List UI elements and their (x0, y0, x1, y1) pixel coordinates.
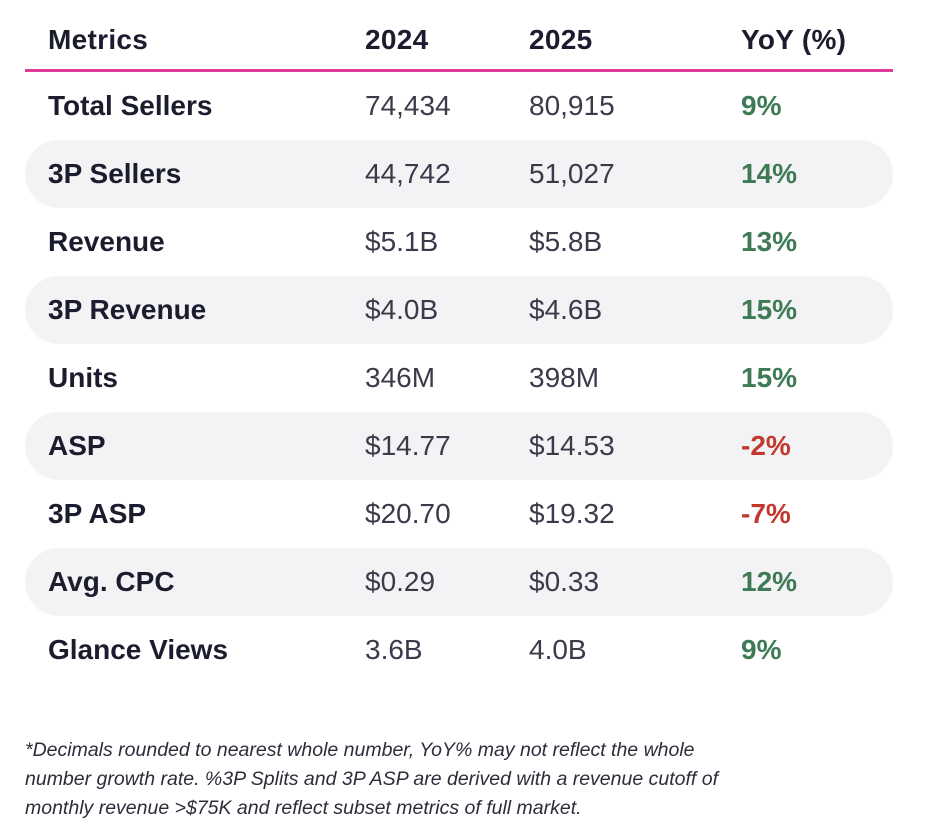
metric-label: Avg. CPC (48, 566, 175, 597)
metric-label: 3P Sellers (48, 158, 182, 189)
value-2025: 80,915 (529, 90, 615, 121)
footnote-line: monthly revenue >$75K and reflect subset… (25, 797, 582, 819)
metric-label: Revenue (48, 226, 165, 257)
header-metrics: Metrics (48, 24, 149, 55)
table-row: 3P Sellers 44,742 51,027 14% (25, 140, 893, 208)
table-row: Avg. CPC $0.29 $0.33 12% (25, 548, 893, 616)
value-2025: $4.6B (529, 294, 603, 325)
value-2024: 346M (365, 362, 436, 393)
value-2024: $0.29 (365, 566, 436, 597)
footnote-line: *Decimals rounded to nearest whole numbe… (25, 739, 695, 761)
table-header: Metrics 2024 2025 YoY (%) (25, 0, 893, 72)
yoy-value: 15% (741, 362, 798, 393)
footnote-line: number growth rate. %3P Splits and 3P AS… (25, 768, 718, 790)
value-2024: $20.70 (365, 498, 451, 529)
header-yoy: YoY (%) (741, 24, 847, 55)
metric-label: 3P ASP (48, 498, 147, 529)
metrics-table: Metrics 2024 2025 YoY (%) Total Sellers … (25, 0, 893, 665)
metric-label: 3P Revenue (48, 294, 207, 325)
yoy-value: -2% (741, 430, 791, 461)
value-2024: 74,434 (365, 90, 451, 121)
value-2025: 398M (529, 362, 600, 393)
value-2024: $4.0B (365, 294, 439, 325)
yoy-value: 15% (741, 294, 798, 325)
yoy-value: 13% (741, 226, 798, 257)
table-row: 3P ASP $20.70 $19.32 -7% (25, 480, 893, 548)
footnote: *Decimals rounded to nearest whole numbe… (25, 736, 905, 823)
table-row: Total Sellers 74,434 80,915 9% (25, 72, 893, 140)
metric-label: Total Sellers (48, 90, 213, 121)
value-2024: 3.6B (365, 634, 423, 665)
value-2024: $14.77 (365, 430, 451, 461)
yoy-value: 12% (741, 566, 798, 597)
metric-label: ASP (48, 430, 106, 461)
header-2024: 2024 (365, 24, 429, 55)
table-row: ASP $14.77 $14.53 -2% (25, 412, 893, 480)
table-row: Revenue $5.1B $5.8B 13% (25, 208, 893, 276)
value-2025: 51,027 (529, 158, 615, 189)
value-2024: 44,742 (365, 158, 451, 189)
value-2025: $19.32 (529, 498, 615, 529)
value-2025: 4.0B (529, 634, 587, 665)
header-2025: 2025 (529, 24, 593, 55)
yoy-value: 9% (741, 90, 782, 121)
value-2025: $0.33 (529, 566, 600, 597)
metric-label: Glance Views (48, 634, 229, 665)
yoy-value: 14% (741, 158, 798, 189)
value-2025: $5.8B (529, 226, 603, 257)
yoy-value: 9% (741, 634, 782, 665)
table-body: Total Sellers 74,434 80,915 9% 3P Seller… (25, 72, 893, 684)
value-2025: $14.53 (529, 430, 615, 461)
table-row: Glance Views 3.6B 4.0B 9% (25, 616, 893, 684)
yoy-value: -7% (741, 498, 791, 529)
metric-label: Units (48, 362, 118, 393)
table-row: 3P Revenue $4.0B $4.6B 15% (25, 276, 893, 344)
table-row: Units 346M 398M 15% (25, 344, 893, 412)
value-2024: $5.1B (365, 226, 439, 257)
